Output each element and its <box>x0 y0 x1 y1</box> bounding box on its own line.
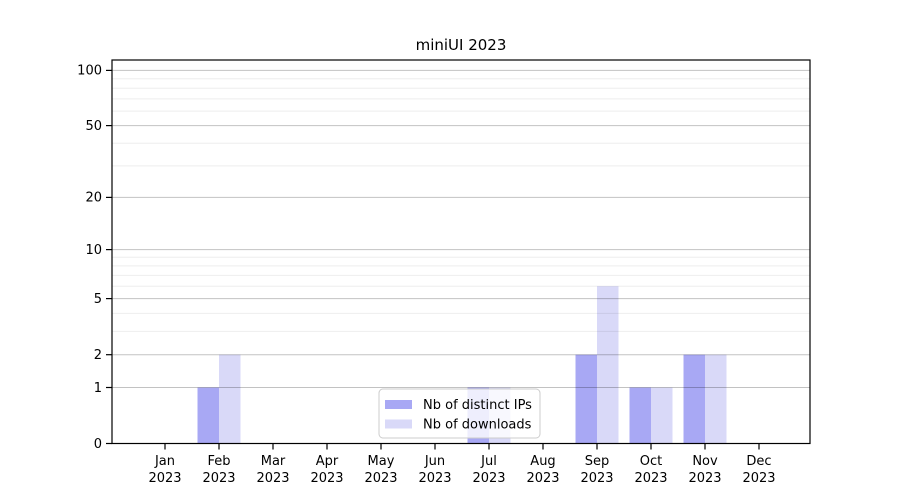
legend-swatch-distinct-ips <box>385 400 412 409</box>
y-tick-label: 10 <box>85 243 102 258</box>
x-tick-label-sep: Sep 2023 <box>580 454 613 486</box>
bar-downloads-sep <box>597 286 619 444</box>
y-tick-label: 20 <box>85 191 102 206</box>
legend-swatch-downloads <box>385 419 412 429</box>
x-tick-label-mar: Mar 2023 <box>256 454 289 486</box>
bar-downloads-oct <box>651 387 673 444</box>
legend-label-distinct-ips: Nb of distinct IPs <box>423 398 532 413</box>
y-tick-label: 50 <box>85 119 102 134</box>
bar-distinct-ips-oct <box>629 387 651 444</box>
x-tick-label-feb: Feb 2023 <box>202 454 235 486</box>
bar-downloads-feb <box>219 354 241 444</box>
bar-distinct-ips-sep <box>575 354 597 444</box>
plot-border <box>111 59 811 445</box>
x-tick-label-oct: Oct 2023 <box>634 454 667 486</box>
y-tick-label: 0 <box>94 437 102 452</box>
x-tick-label-dec: Dec 2023 <box>742 454 775 486</box>
bar-downloads-nov <box>705 354 727 444</box>
x-tick-label-jul: Jul 2023 <box>472 454 505 486</box>
y-tick-label: 1 <box>94 381 102 396</box>
y-tick-label: 100 <box>77 64 102 79</box>
bar-distinct-ips-nov <box>683 354 705 444</box>
bar-distinct-ips-feb <box>197 387 219 444</box>
x-tick-label-jan: Jan 2023 <box>148 454 181 486</box>
legend-box <box>378 388 541 439</box>
x-tick-label-aug: Aug 2023 <box>526 454 559 486</box>
x-tick-label-jun: Jun 2023 <box>418 454 451 486</box>
x-tick-label-may: May 2023 <box>364 454 397 486</box>
x-tick-label-apr: Apr 2023 <box>310 454 343 486</box>
legend-label-downloads: Nb of downloads <box>423 418 532 433</box>
x-tick-label-nov: Nov 2023 <box>688 454 721 486</box>
chart-title: miniUI 2023 <box>416 36 507 54</box>
y-tick-label: 5 <box>94 292 102 307</box>
y-tick-label: 2 <box>94 348 102 363</box>
